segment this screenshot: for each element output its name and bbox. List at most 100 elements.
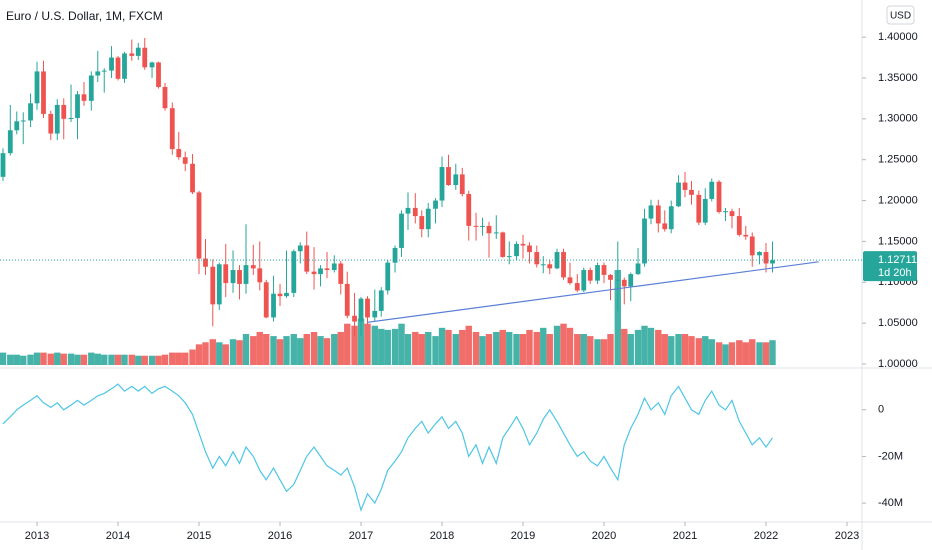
candle-body bbox=[122, 53, 127, 79]
candle-body bbox=[115, 57, 121, 79]
volume-bar bbox=[114, 354, 122, 365]
candle-body bbox=[534, 252, 540, 265]
candle-body bbox=[459, 174, 465, 195]
volume-bar bbox=[276, 339, 284, 365]
volume-bar bbox=[702, 336, 709, 365]
volume-bar bbox=[574, 334, 581, 365]
candle-body bbox=[203, 258, 208, 267]
volume-bar bbox=[641, 325, 648, 365]
volume-bar bbox=[169, 352, 176, 365]
candle-body bbox=[749, 236, 755, 256]
volume-bar bbox=[121, 354, 128, 365]
volume-bar bbox=[108, 354, 115, 365]
volume-bar bbox=[310, 331, 318, 365]
candle-body bbox=[601, 265, 607, 275]
candle-body bbox=[615, 279, 621, 281]
candle-body bbox=[291, 251, 297, 293]
candle-body bbox=[311, 271, 317, 275]
candle-body bbox=[223, 264, 229, 284]
candle-body bbox=[743, 234, 749, 237]
candle-body bbox=[324, 268, 330, 271]
candle-body bbox=[14, 121, 20, 131]
x-tick-label: 2018 bbox=[430, 530, 454, 542]
volume-bar bbox=[128, 354, 135, 365]
candle-body bbox=[169, 108, 175, 150]
candle-body bbox=[352, 315, 357, 322]
volume-bar bbox=[485, 334, 493, 365]
candle-body bbox=[736, 216, 742, 235]
volume-bar bbox=[607, 334, 614, 365]
candle-body bbox=[439, 167, 445, 201]
volume-bar bbox=[290, 334, 297, 365]
candle-body bbox=[243, 265, 249, 284]
volume-bar bbox=[236, 340, 243, 365]
candle-body bbox=[385, 262, 391, 291]
candle-body bbox=[344, 283, 350, 316]
volume-bar bbox=[155, 355, 162, 365]
candle-body bbox=[608, 274, 613, 280]
volume-bar bbox=[283, 336, 290, 365]
volume-bar bbox=[229, 339, 237, 365]
volume-bar bbox=[297, 338, 304, 365]
volume-bar bbox=[722, 344, 729, 365]
volume-bar bbox=[331, 334, 338, 365]
candle-body bbox=[595, 265, 600, 281]
candle-body bbox=[68, 118, 74, 120]
volume-bar bbox=[412, 331, 419, 365]
volume-bar bbox=[371, 325, 378, 365]
volume-bar bbox=[323, 338, 331, 365]
x-tick-label: 2013 bbox=[25, 530, 49, 542]
y-tick-label: 1.05000 bbox=[878, 317, 918, 329]
candle-body bbox=[257, 268, 263, 283]
volume-bar bbox=[621, 328, 628, 365]
volume-bar bbox=[452, 334, 459, 365]
candle-body bbox=[250, 265, 256, 269]
volume-bar bbox=[378, 328, 385, 365]
candle-body bbox=[41, 71, 46, 114]
volume-bar bbox=[54, 352, 61, 365]
symbol-title: Euro / U.S. Dollar, 1M, FXCM bbox=[6, 9, 163, 23]
volume-bar bbox=[216, 342, 223, 365]
volume-bar bbox=[736, 340, 743, 365]
volume-bar bbox=[256, 331, 263, 365]
volume-bar bbox=[627, 334, 634, 365]
volume-bar bbox=[472, 331, 480, 365]
currency-button[interactable] bbox=[886, 5, 915, 25]
volume-bar bbox=[668, 336, 675, 365]
candle-body bbox=[473, 225, 479, 227]
volume-bar bbox=[161, 354, 169, 365]
volume-bar bbox=[242, 334, 250, 365]
volume-bar bbox=[364, 323, 371, 365]
volume-bar bbox=[344, 323, 351, 365]
candle-body bbox=[277, 293, 283, 297]
volume-bar bbox=[94, 353, 101, 365]
volume-bar bbox=[715, 342, 723, 365]
volume-bar bbox=[594, 339, 601, 365]
currency-label[interactable]: USD bbox=[890, 11, 911, 22]
candle-body bbox=[129, 53, 135, 56]
candle-body bbox=[405, 207, 411, 214]
indicator-line bbox=[2, 383, 773, 512]
last-price-label: 1.12711 bbox=[878, 254, 917, 266]
volume-bar bbox=[614, 270, 621, 365]
y-tick-label: 1.25000 bbox=[878, 154, 918, 166]
candle-body bbox=[433, 200, 438, 209]
volume-bar bbox=[708, 339, 715, 365]
candle-body bbox=[135, 47, 141, 56]
y-tick-label: 1.30000 bbox=[878, 113, 918, 125]
volume-bar bbox=[148, 355, 156, 365]
candle-body bbox=[682, 182, 688, 190]
volume-bar bbox=[445, 329, 452, 365]
y-tick-label: 1.40000 bbox=[878, 31, 918, 43]
candle-body bbox=[446, 167, 451, 186]
volume-bar bbox=[540, 327, 547, 365]
candle-body bbox=[466, 194, 472, 226]
candle-body bbox=[372, 310, 378, 318]
candle-body bbox=[587, 270, 593, 281]
candle-body bbox=[520, 243, 526, 246]
volume-bar bbox=[762, 342, 770, 365]
volume-bar bbox=[506, 331, 513, 365]
volume-bar bbox=[432, 336, 439, 365]
